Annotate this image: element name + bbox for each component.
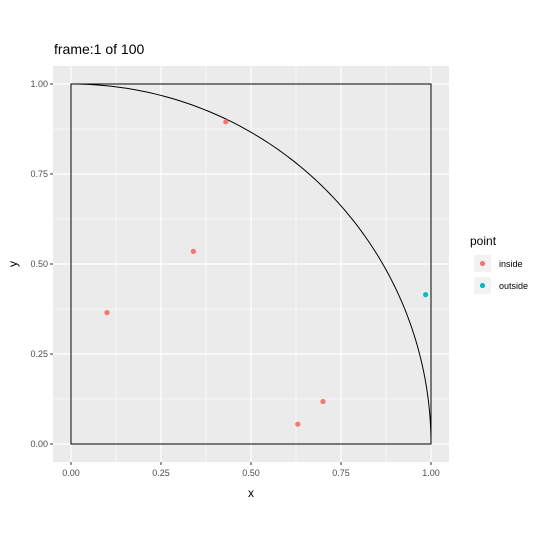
legend: point inside outside [470, 234, 528, 294]
x-axis: 0.00 0.25 0.50 0.75 1.00 [62, 462, 440, 478]
y-axis-title: y [6, 261, 20, 267]
data-point-inside [320, 398, 326, 405]
x-tick-label: 0.00 [62, 468, 80, 478]
chart-title: frame:1 of 100 [54, 41, 144, 57]
y-tick-label: 0.75 [30, 169, 48, 179]
legend-key-outside [479, 282, 486, 289]
data-point-inside [223, 119, 229, 125]
x-tick-label: 0.75 [332, 468, 350, 478]
x-tick-label: 0.50 [242, 468, 260, 478]
x-tick-label: 1.00 [422, 468, 440, 478]
x-tick-label: 0.25 [152, 468, 170, 478]
quarter-circle-arc [70, 83, 432, 445]
legend-label-outside: outside [499, 281, 528, 291]
y-tick-label: 0.25 [30, 349, 48, 359]
data-point-inside [104, 310, 110, 316]
unit-square [70, 83, 432, 445]
y-axis: 0.00 0.25 0.50 0.75 1.00 [30, 79, 53, 449]
legend-title: point [470, 234, 497, 248]
data-points [104, 119, 429, 427]
x-axis-title: x [248, 486, 254, 500]
data-point-outside [423, 292, 429, 298]
y-tick-label: 0.50 [30, 259, 48, 269]
legend-key-inside [479, 260, 486, 267]
legend-entries: inside outside [474, 255, 528, 294]
data-point-inside [190, 248, 196, 254]
y-tick-label: 1.00 [30, 79, 48, 89]
legend-label-inside: inside [499, 259, 523, 269]
overlay-shapes [70, 83, 432, 445]
y-tick-label: 0.00 [30, 439, 48, 449]
data-point-inside [295, 421, 301, 427]
